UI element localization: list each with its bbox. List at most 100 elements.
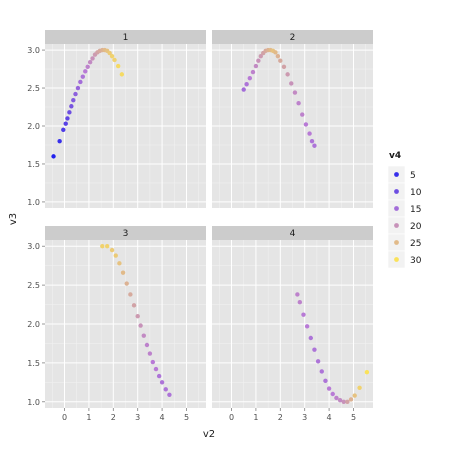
data-point <box>112 57 117 63</box>
data-point <box>334 395 339 401</box>
data-point <box>247 75 253 81</box>
data-point <box>297 300 303 305</box>
data-point <box>364 370 370 375</box>
x-tick-label: 2 <box>111 413 116 422</box>
data-point <box>90 56 95 61</box>
data-point <box>337 398 343 403</box>
legend-label: 25 <box>410 239 421 249</box>
y-tick-label: 1.5 <box>27 359 40 368</box>
y-tick-label: 1.0 <box>27 198 40 207</box>
data-point <box>117 261 122 266</box>
data-point <box>241 87 246 92</box>
y-tick-label: 3.0 <box>27 46 40 55</box>
data-point <box>309 138 315 144</box>
data-point <box>285 72 290 77</box>
y-tick-label: 2.5 <box>27 281 40 290</box>
data-point <box>273 50 278 55</box>
facet-strip <box>45 30 206 44</box>
legend-label: 15 <box>410 205 421 215</box>
data-point <box>119 72 125 77</box>
legend-label: 10 <box>410 188 422 198</box>
data-point <box>83 69 88 74</box>
data-point <box>61 127 66 132</box>
y-tick-label: 1.5 <box>27 160 40 169</box>
legend-swatch <box>394 240 399 245</box>
data-point <box>289 81 294 86</box>
facet-strip <box>212 226 373 240</box>
data-point <box>281 64 287 69</box>
legend-swatch <box>394 206 399 211</box>
legend-label: 5 <box>410 171 416 181</box>
x-tick-label: 4 <box>160 413 165 422</box>
data-point <box>107 50 112 56</box>
data-point <box>341 399 346 404</box>
data-point <box>303 122 309 127</box>
legend-label: 20 <box>410 222 422 232</box>
facet-strip-label: 1 <box>123 33 129 43</box>
data-point <box>315 359 321 364</box>
data-point <box>352 393 357 398</box>
data-point <box>124 281 129 286</box>
data-point <box>308 335 313 341</box>
data-point <box>253 63 259 69</box>
data-point <box>141 333 146 338</box>
facet-strip <box>45 226 206 240</box>
data-point <box>71 97 76 103</box>
data-point <box>159 380 165 385</box>
data-point <box>244 82 249 87</box>
data-point <box>85 64 90 69</box>
y-tick-label: 2.0 <box>27 122 40 131</box>
data-point <box>256 58 261 63</box>
legend-swatch <box>394 257 399 262</box>
data-point <box>250 69 256 75</box>
x-tick-label: 0 <box>229 413 234 422</box>
data-point <box>63 121 68 126</box>
x-tick-label: 5 <box>351 413 356 422</box>
data-point <box>301 312 306 317</box>
legend-swatch <box>394 189 399 194</box>
data-point <box>167 392 172 397</box>
data-point <box>113 253 118 258</box>
x-tick-label: 3 <box>135 413 140 422</box>
facet-strip-label: 4 <box>290 229 296 239</box>
data-point <box>138 323 143 328</box>
data-point <box>300 112 305 117</box>
data-point <box>307 131 312 136</box>
data-point <box>278 58 283 63</box>
data-point <box>292 90 298 95</box>
data-point <box>258 53 263 59</box>
data-point <box>312 143 317 148</box>
data-point <box>75 85 81 91</box>
y-axis-title: v3 <box>8 213 19 225</box>
data-point <box>345 399 350 404</box>
data-point <box>150 359 156 365</box>
data-point <box>78 79 83 85</box>
data-point <box>65 116 70 121</box>
legend-title: v4 <box>389 151 401 161</box>
y-tick-label: 3.0 <box>27 242 40 251</box>
data-point <box>147 351 153 356</box>
data-point <box>109 53 115 59</box>
data-point <box>67 110 72 115</box>
x-tick-label: 1 <box>253 413 258 422</box>
data-point <box>73 91 78 97</box>
data-point <box>100 244 105 249</box>
data-point <box>69 104 74 109</box>
data-point <box>296 101 301 106</box>
legend-swatch <box>394 172 399 177</box>
y-tick-label: 2.5 <box>27 84 40 93</box>
data-point <box>348 397 354 402</box>
data-point <box>326 386 332 391</box>
x-tick-label: 3 <box>302 413 307 422</box>
data-point <box>323 378 328 383</box>
data-point <box>304 324 310 329</box>
legend-swatch <box>394 223 399 228</box>
data-point <box>153 366 159 372</box>
data-point <box>357 385 362 390</box>
data-point <box>135 314 140 319</box>
data-point <box>163 387 168 392</box>
data-point <box>87 60 93 65</box>
data-point <box>275 53 281 59</box>
